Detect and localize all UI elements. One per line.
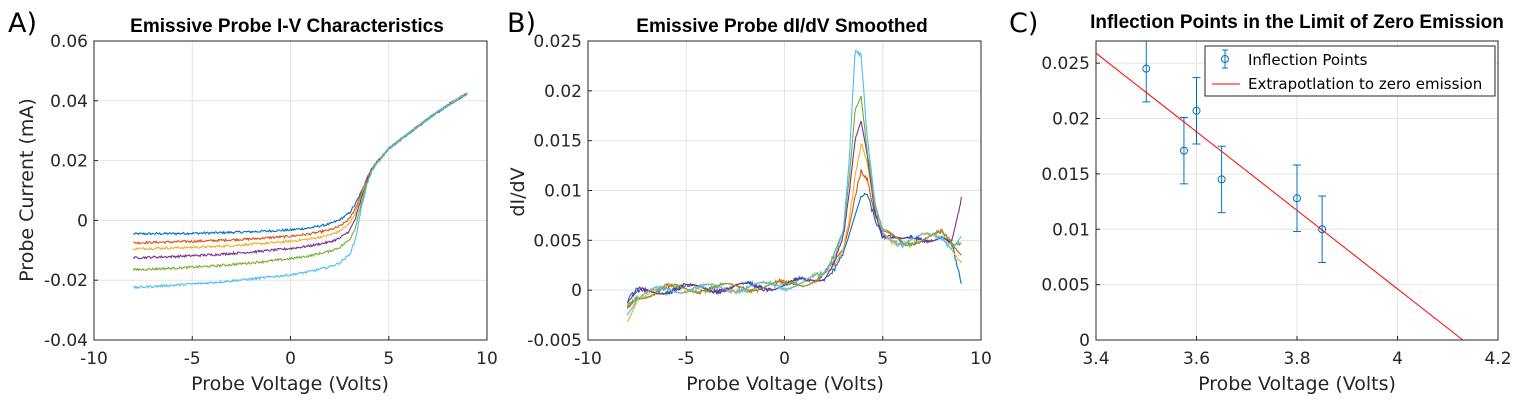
- series-line-4: [626, 120, 962, 304]
- x-tick-label: 3.4: [1082, 349, 1109, 369]
- y-tick-label: -0.02: [44, 271, 88, 291]
- panel-c-ticks: 3.4 3.6 3.8 4 4.2 0 0.005 0.01 0.015 0.02 0.025: [1041, 54, 1511, 369]
- panel-b-ticks: -10 -5 0 5 10 -0.005 0 0.005 0.01 0.015 0.02 0.025: [527, 32, 992, 369]
- inflection-point-marker: [1293, 194, 1301, 203]
- series-line-3: [626, 142, 962, 323]
- y-tick-label: 0.02: [50, 152, 88, 172]
- panel-b-y-axis-label: dI/dV: [507, 167, 529, 216]
- panel-c-label: C): [1009, 8, 1038, 39]
- y-tick-label: 0.015: [533, 132, 582, 152]
- panel-b-grid: [587, 40, 982, 341]
- x-tick-label: 5: [877, 349, 888, 369]
- y-tick-label: 0.005: [1041, 276, 1090, 296]
- legend-circle-marker-icon: [1221, 55, 1229, 63]
- panel-a-series: [132, 92, 468, 290]
- y-tick-label: 0: [1079, 331, 1090, 351]
- y-tick-label: 0.01: [1052, 220, 1090, 240]
- x-tick-label: 3.8: [1283, 349, 1310, 369]
- panel-c: 3.4 3.6 3.8 4 4.2 0 0.005 0.01 0.015 0.02 0.025 C)…: [1009, 8, 1512, 395]
- panel-b-series: [626, 49, 962, 323]
- legend-label-extrapolation: Extrapotlation to zero emission: [1248, 75, 1482, 93]
- y-tick-label: 0.015: [1041, 165, 1090, 185]
- extrapolation-line: [1095, 52, 1464, 341]
- x-tick-label: -10: [80, 349, 108, 369]
- x-tick-label: 4: [1392, 349, 1403, 369]
- x-tick-label: -5: [678, 349, 695, 369]
- y-tick-label: 0.01: [544, 182, 582, 202]
- panel-a-ticks: -10 -5 0 5 10 -0.04 -0.02 0 0.02 0.04 0.06: [44, 32, 498, 369]
- x-tick-label: 10: [476, 349, 498, 369]
- y-tick-label: 0.005: [533, 231, 582, 251]
- y-tick-label: -0.04: [44, 331, 88, 351]
- y-tick-label: 0.025: [1041, 54, 1090, 74]
- legend-box: [1204, 45, 1496, 97]
- panel-a-label: A): [8, 8, 37, 39]
- panel-a: -10 -5 0 5 10 -0.04 -0.02 0 0.02 0.04 0.06 A) Emis…: [8, 8, 498, 395]
- series-line-1: [132, 93, 468, 236]
- x-tick-label: -5: [184, 349, 201, 369]
- panel-b-title: Emissive Probe dI/dV Smoothed: [636, 16, 927, 37]
- y-tick-label: 0.02: [1052, 110, 1090, 130]
- panel-c-legend: Inflection Points Extrapotlation to zero…: [1204, 45, 1496, 97]
- panel-c-title: Inflection Points in the Limit of Zero E…: [1090, 12, 1504, 33]
- x-tick-label: 0: [285, 349, 296, 369]
- panel-a-grid: [93, 40, 488, 341]
- panel-b-label: B): [507, 8, 536, 39]
- x-tick-label: 0: [779, 349, 790, 369]
- inflection-point-marker: [1192, 106, 1201, 115]
- x-tick-label: 3.6: [1183, 349, 1210, 369]
- panel-a-x-axis-label: Probe Voltage (Volts): [191, 373, 389, 395]
- y-tick-label: 0.02: [544, 82, 582, 102]
- y-tick-label: -0.005: [527, 331, 582, 351]
- series-line-5: [626, 95, 962, 308]
- y-tick-label: 0.06: [50, 32, 88, 52]
- y-tick-label: 0.025: [533, 32, 582, 52]
- inflection-point-marker: [1217, 175, 1226, 184]
- x-tick-label: 5: [383, 349, 394, 369]
- y-tick-label: 0: [77, 211, 88, 231]
- inflection-point-marker: [1318, 225, 1327, 234]
- y-tick-label: 0: [571, 281, 582, 301]
- x-tick-label: -10: [574, 349, 602, 369]
- series-line-4: [132, 93, 468, 260]
- x-tick-label: 10: [970, 349, 992, 369]
- inflection-point-marker: [1179, 146, 1188, 155]
- series-line-6: [626, 49, 962, 316]
- inflection-point-marker: [1142, 64, 1151, 73]
- panel-a-y-axis-label: Probe Current (mA): [16, 98, 38, 282]
- panel-c-series: [1095, 41, 1464, 341]
- series-line-5: [132, 93, 468, 272]
- legend-label-inflection-points: Inflection Points: [1248, 51, 1368, 69]
- series-line-3: [132, 92, 468, 251]
- panel-a-title: Emissive Probe I-V Characteristics: [130, 16, 444, 37]
- y-tick-label: 0.04: [50, 92, 88, 112]
- x-tick-label: 4.2: [1484, 349, 1511, 369]
- panel-c-x-axis-label: Probe Voltage (Volts): [1198, 373, 1396, 395]
- series-line-2: [133, 92, 468, 245]
- panel-b: -10 -5 0 5 10-0.00500.0050.010.0150.020.025 …: [507, 8, 992, 395]
- panel-b-x-axis-label: Probe Voltage (Volts): [686, 373, 884, 395]
- series-line-6: [133, 92, 468, 290]
